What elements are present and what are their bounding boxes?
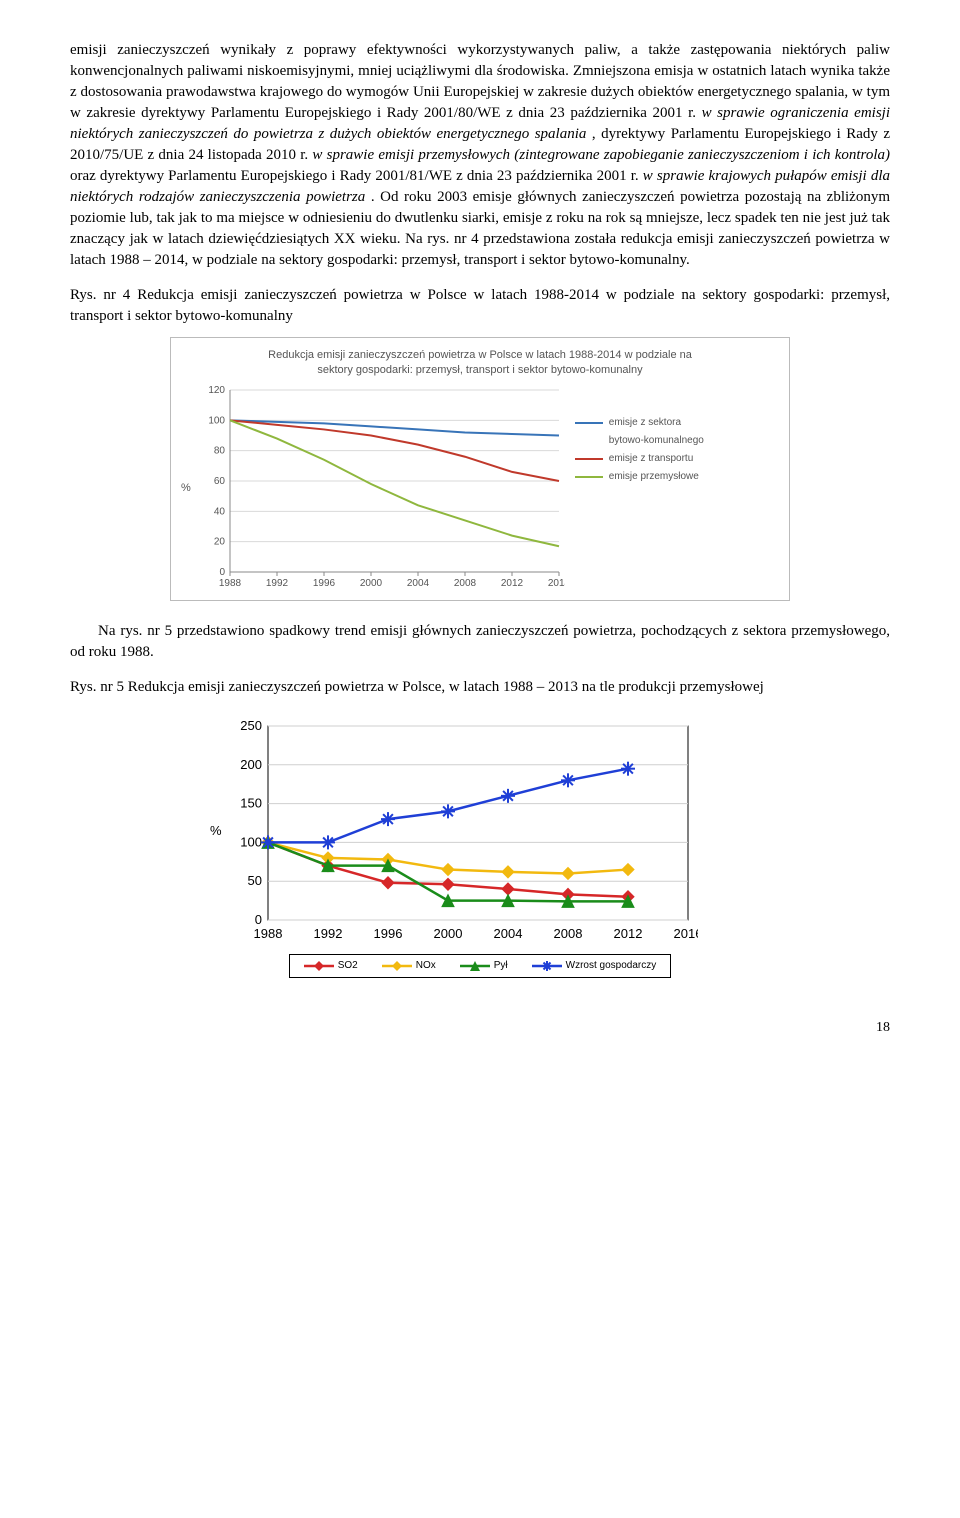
- svg-text:1996: 1996: [373, 926, 402, 941]
- body-paragraph-1: emisji zanieczyszczeń wynikały z poprawy…: [70, 40, 890, 271]
- figure-4-caption: Rys. nr 4 Redukcja emisji zanieczyszczeń…: [70, 285, 890, 327]
- svg-text:2004: 2004: [493, 926, 522, 941]
- svg-text:80: 80: [214, 445, 226, 456]
- svg-text:2000: 2000: [360, 578, 383, 589]
- chart2-plot: 0 50 100 150 200 250 1988 1992 1996 2000 2004 2008 2…: [228, 716, 698, 946]
- svg-text:1988: 1988: [253, 926, 282, 941]
- page-number: 18: [70, 1018, 890, 1038]
- svg-text:2012: 2012: [501, 578, 524, 589]
- chart1-plot: 0 20 40 60 80 100 120 1988 1992 1996 2000 2004 2008 2…: [195, 384, 565, 594]
- svg-text:200: 200: [240, 756, 262, 771]
- svg-text:2016: 2016: [673, 926, 697, 941]
- svg-text:150: 150: [240, 795, 262, 810]
- svg-text:2012: 2012: [613, 926, 642, 941]
- svg-text:250: 250: [240, 718, 262, 733]
- chart1-legend: emisje z sektorabytowo-komunalnegoemisje…: [565, 384, 704, 594]
- svg-text:20: 20: [214, 536, 226, 547]
- svg-text:2008: 2008: [454, 578, 477, 589]
- svg-text:2014: 2014: [548, 578, 565, 589]
- svg-text:40: 40: [214, 506, 226, 517]
- chart2-ylabel: %: [210, 822, 228, 840]
- svg-text:1992: 1992: [313, 926, 342, 941]
- para1-italic-b: w sprawie emisji przemysłowych (zintegro…: [312, 147, 890, 163]
- chart1-title: Redukcja emisji zanieczyszczeń powietrza…: [181, 348, 779, 378]
- chart1-title-line1: Redukcja emisji zanieczyszczeń powietrza…: [268, 349, 692, 361]
- svg-text:0: 0: [254, 912, 261, 927]
- svg-text:2004: 2004: [407, 578, 430, 589]
- svg-text:1996: 1996: [313, 578, 336, 589]
- svg-text:100: 100: [240, 834, 262, 849]
- svg-text:2000: 2000: [433, 926, 462, 941]
- chart1-ylabel: %: [181, 384, 195, 594]
- svg-text:0: 0: [219, 567, 225, 578]
- figure-4-container: Redukcja emisji zanieczyszczeń powietrza…: [70, 337, 890, 601]
- figure-4-chart: Redukcja emisji zanieczyszczeń powietrza…: [170, 337, 790, 601]
- chart1-title-line2: sektory gospodarki: przemysł, transport …: [317, 364, 642, 376]
- figure-5-chart: % 0 50 100 150 200 250 1988 1992 1996 2000 2004 200…: [210, 716, 750, 978]
- svg-text:100: 100: [208, 415, 225, 426]
- svg-text:60: 60: [214, 476, 226, 487]
- svg-text:1988: 1988: [219, 578, 242, 589]
- body-paragraph-2: Na rys. nr 5 przedstawiono spadkowy tren…: [70, 621, 890, 663]
- figure-5-container: % 0 50 100 150 200 250 1988 1992 1996 2000 2004 200…: [70, 716, 890, 978]
- figure-5-caption: Rys. nr 5 Redukcja emisji zanieczyszczeń…: [70, 677, 890, 698]
- svg-text:120: 120: [208, 385, 225, 396]
- svg-text:1992: 1992: [266, 578, 289, 589]
- para1-text-c: oraz dyrektywy Parlamentu Europejskiego …: [70, 168, 643, 184]
- chart2-legend: SO2NOxPyłWzrost gospodarczy: [289, 954, 672, 978]
- svg-text:50: 50: [247, 873, 261, 888]
- svg-text:2008: 2008: [553, 926, 582, 941]
